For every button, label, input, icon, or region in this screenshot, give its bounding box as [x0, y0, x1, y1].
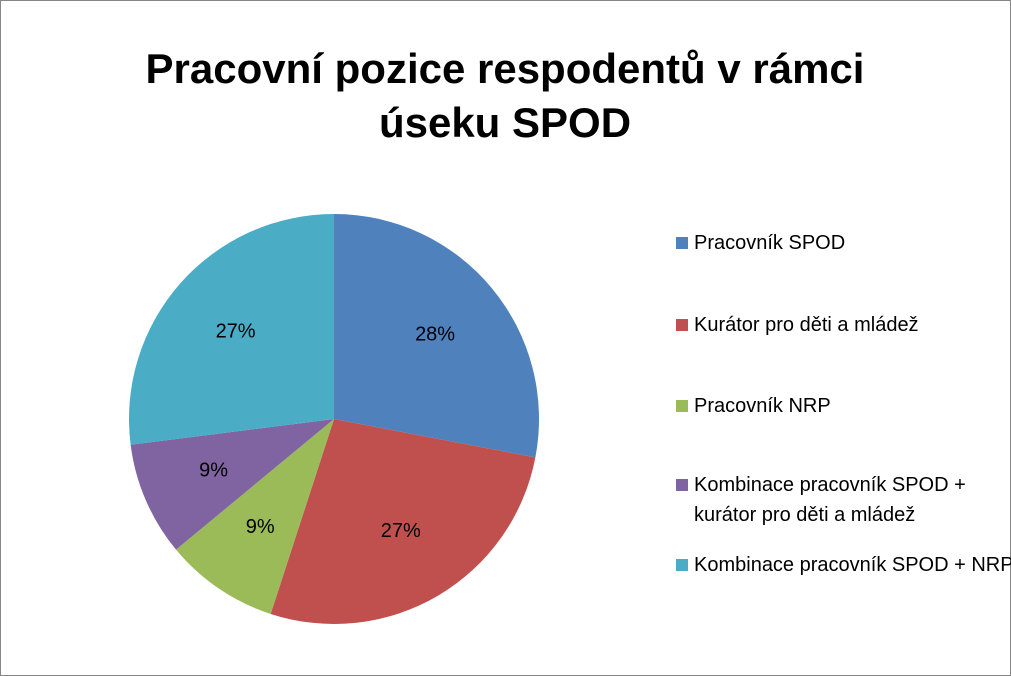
legend-label: Kombinace pracovník SPOD + NRP: [694, 554, 1011, 576]
legend-label: Pracovník SPOD: [694, 232, 846, 254]
legend-swatch: [676, 319, 688, 331]
data-label: 27%: [216, 321, 256, 343]
data-label: 28%: [415, 324, 455, 346]
data-label: 9%: [246, 516, 275, 538]
pie-slice: [176, 419, 334, 614]
pie-slice: [130, 419, 334, 550]
legend-item: Kurátor pro děti a mládež: [676, 310, 1011, 340]
data-label: 9%: [199, 459, 228, 481]
legend-swatch: [676, 559, 688, 571]
legend-item: Pracovník SPOD: [676, 228, 1011, 258]
pie-slice: [129, 214, 334, 445]
legend-item: Kombinace pracovník SPOD + NRP: [676, 550, 1011, 580]
legend-item: Pracovník NRP: [676, 391, 1011, 421]
pie-slice: [334, 214, 539, 458]
legend-swatch: [676, 479, 688, 491]
legend-label: Kombinace pracovník SPOD + kurátor pro d…: [694, 474, 966, 526]
pie-slice: [270, 419, 536, 625]
legend-label: Pracovník NRP: [694, 395, 831, 417]
legend-swatch: [676, 400, 688, 412]
chart-title: Pracovní pozice respodentů v rámci úseku…: [145, 45, 865, 146]
data-label: 27%: [381, 520, 421, 542]
legend-swatch: [676, 237, 688, 249]
legend-item: Kombinace pracovník SPOD + kurátor pro d…: [676, 470, 1011, 530]
legend-label: Kurátor pro děti a mládež: [694, 314, 919, 336]
